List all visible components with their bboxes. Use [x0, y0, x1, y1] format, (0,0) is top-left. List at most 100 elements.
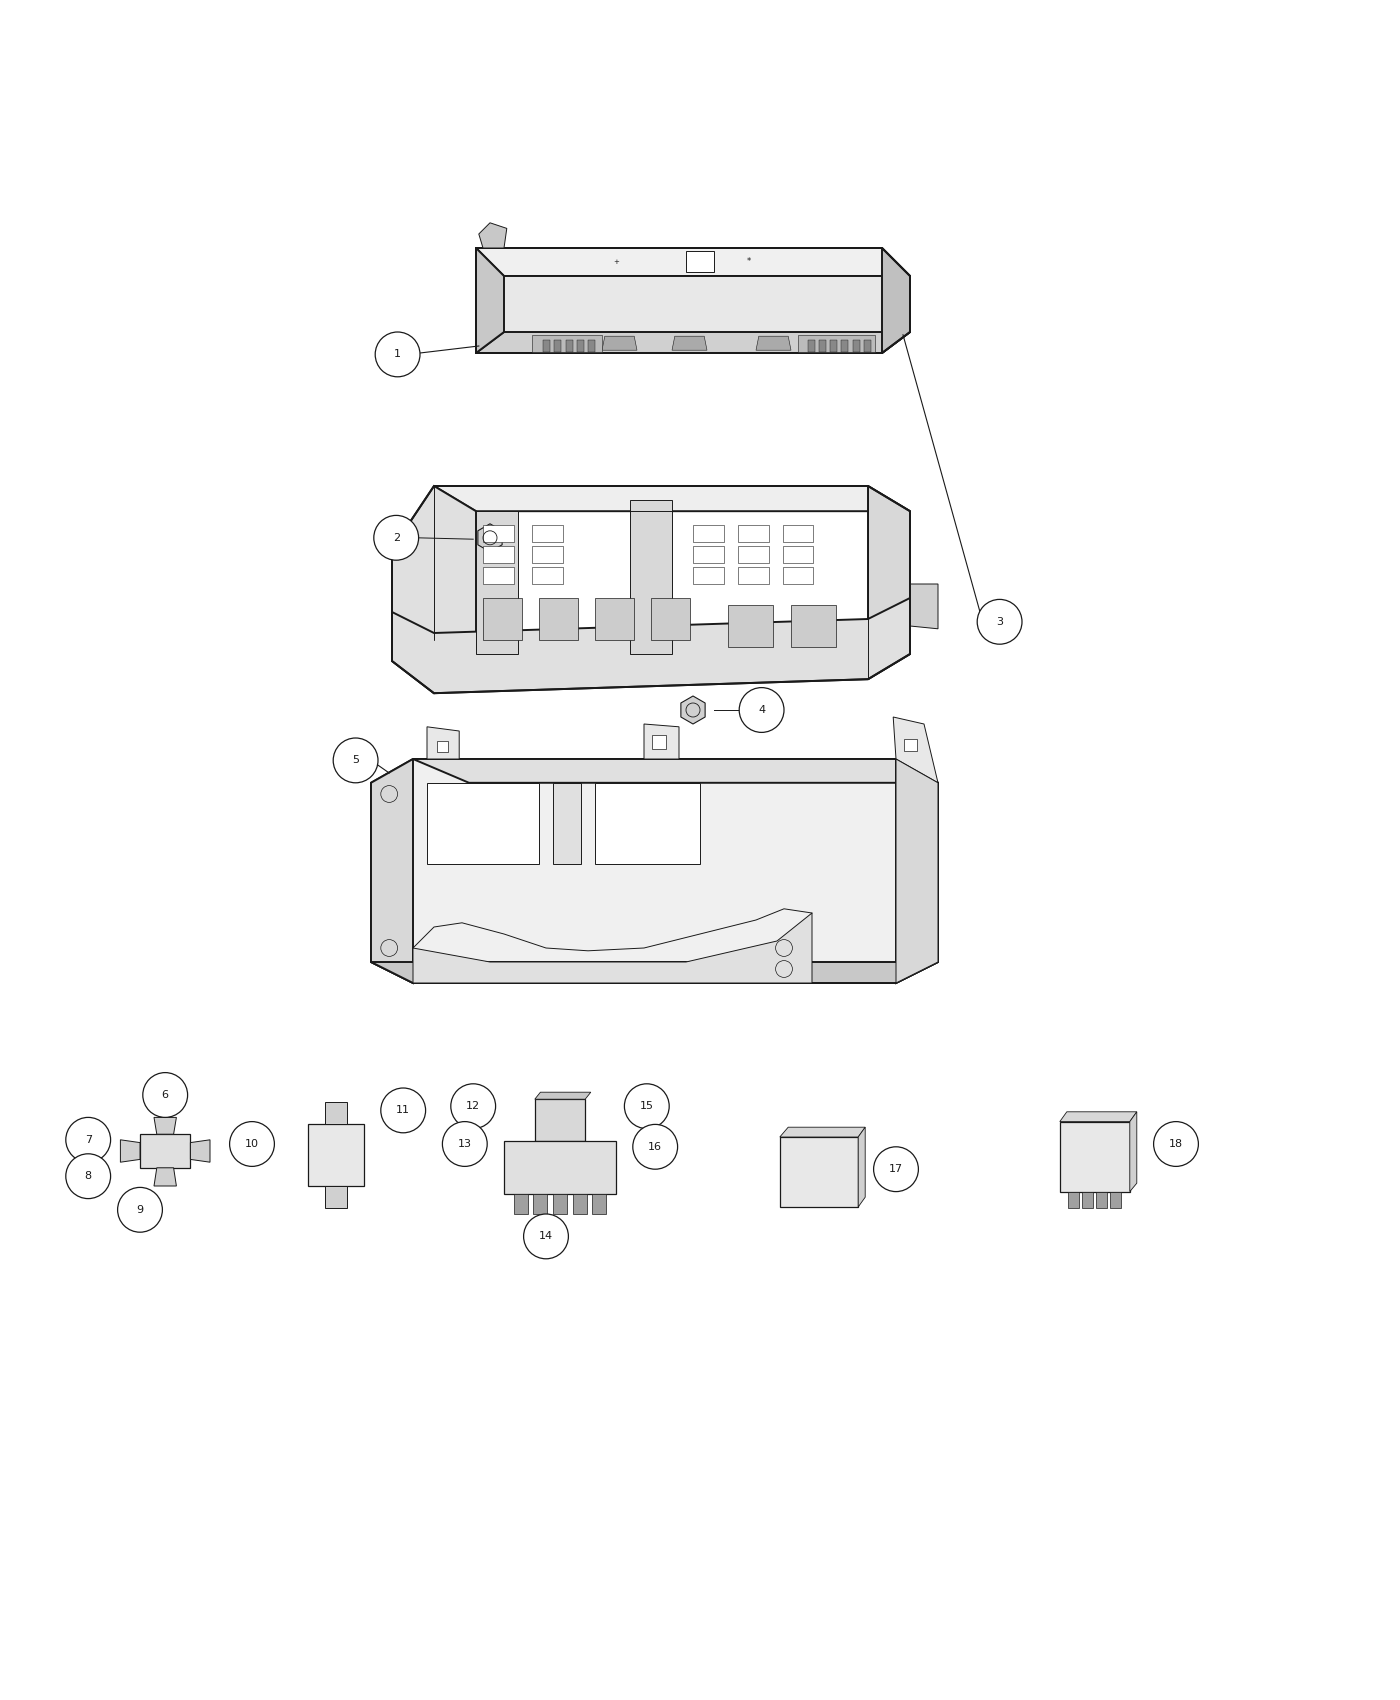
Text: 11: 11: [396, 1105, 410, 1115]
Polygon shape: [780, 1127, 865, 1137]
Polygon shape: [798, 335, 875, 352]
Polygon shape: [738, 525, 769, 542]
Polygon shape: [154, 1168, 176, 1187]
Text: 5: 5: [353, 755, 358, 765]
Polygon shape: [532, 335, 602, 352]
Polygon shape: [592, 1195, 606, 1214]
Polygon shape: [896, 758, 938, 983]
Polygon shape: [573, 1195, 587, 1214]
Polygon shape: [371, 758, 938, 983]
Circle shape: [381, 1088, 426, 1132]
Polygon shape: [1096, 1192, 1107, 1209]
Polygon shape: [483, 525, 514, 542]
Text: 16: 16: [648, 1142, 662, 1153]
Circle shape: [1154, 1122, 1198, 1166]
Circle shape: [375, 332, 420, 377]
Polygon shape: [1068, 1192, 1079, 1209]
Text: 7: 7: [84, 1136, 92, 1144]
Polygon shape: [1060, 1122, 1130, 1192]
Polygon shape: [1110, 1192, 1121, 1209]
Polygon shape: [437, 741, 448, 751]
Polygon shape: [427, 728, 459, 758]
Polygon shape: [325, 1187, 347, 1209]
Circle shape: [442, 1122, 487, 1166]
Circle shape: [451, 1085, 496, 1129]
Polygon shape: [535, 1100, 585, 1141]
Circle shape: [374, 515, 419, 561]
Polygon shape: [672, 337, 707, 350]
Polygon shape: [651, 598, 690, 639]
Polygon shape: [595, 782, 700, 864]
Polygon shape: [868, 486, 910, 680]
Polygon shape: [1082, 1192, 1093, 1209]
Text: 2: 2: [392, 532, 400, 542]
Polygon shape: [140, 1134, 190, 1168]
Circle shape: [66, 1154, 111, 1198]
Polygon shape: [904, 740, 917, 751]
Polygon shape: [371, 758, 413, 983]
Polygon shape: [680, 695, 706, 724]
Polygon shape: [427, 782, 539, 864]
Polygon shape: [308, 1124, 364, 1187]
Text: *: *: [746, 257, 752, 267]
Circle shape: [874, 1148, 918, 1192]
Polygon shape: [728, 605, 773, 648]
Text: 14: 14: [539, 1231, 553, 1241]
Polygon shape: [910, 585, 938, 629]
Circle shape: [633, 1124, 678, 1170]
Polygon shape: [532, 546, 563, 563]
Polygon shape: [808, 340, 815, 352]
Polygon shape: [830, 340, 837, 352]
Circle shape: [624, 1085, 669, 1129]
Polygon shape: [539, 598, 578, 639]
Polygon shape: [595, 598, 634, 639]
Polygon shape: [535, 1091, 591, 1100]
Polygon shape: [504, 1141, 616, 1195]
Polygon shape: [864, 340, 871, 352]
Polygon shape: [434, 486, 910, 512]
Text: 15: 15: [640, 1102, 654, 1112]
Polygon shape: [553, 782, 581, 864]
Polygon shape: [841, 340, 848, 352]
Polygon shape: [693, 568, 724, 585]
Circle shape: [977, 600, 1022, 644]
Polygon shape: [882, 248, 910, 354]
Polygon shape: [783, 546, 813, 563]
Polygon shape: [577, 340, 584, 352]
Polygon shape: [738, 546, 769, 563]
Polygon shape: [853, 340, 860, 352]
Polygon shape: [413, 913, 812, 983]
Circle shape: [118, 1187, 162, 1232]
Circle shape: [739, 687, 784, 733]
Text: 8: 8: [84, 1171, 92, 1182]
Polygon shape: [783, 568, 813, 585]
Polygon shape: [392, 598, 910, 694]
Polygon shape: [476, 512, 518, 654]
Circle shape: [230, 1122, 274, 1166]
Text: 4: 4: [757, 706, 766, 716]
Polygon shape: [479, 223, 507, 248]
Text: +: +: [613, 258, 619, 265]
Polygon shape: [477, 524, 503, 552]
Polygon shape: [630, 500, 672, 654]
Polygon shape: [819, 340, 826, 352]
Polygon shape: [120, 1139, 140, 1163]
Polygon shape: [476, 275, 910, 354]
Polygon shape: [826, 337, 861, 350]
Polygon shape: [371, 962, 938, 983]
Polygon shape: [154, 1117, 176, 1134]
Polygon shape: [533, 1195, 547, 1214]
Polygon shape: [791, 605, 836, 648]
Polygon shape: [602, 337, 637, 350]
Polygon shape: [532, 525, 563, 542]
Polygon shape: [483, 546, 514, 563]
Polygon shape: [644, 724, 679, 758]
Polygon shape: [476, 332, 910, 354]
Polygon shape: [190, 1139, 210, 1163]
Polygon shape: [588, 340, 595, 352]
Circle shape: [524, 1214, 568, 1258]
Text: 3: 3: [995, 617, 1002, 627]
Polygon shape: [553, 1195, 567, 1214]
Polygon shape: [738, 568, 769, 585]
Polygon shape: [532, 568, 563, 585]
